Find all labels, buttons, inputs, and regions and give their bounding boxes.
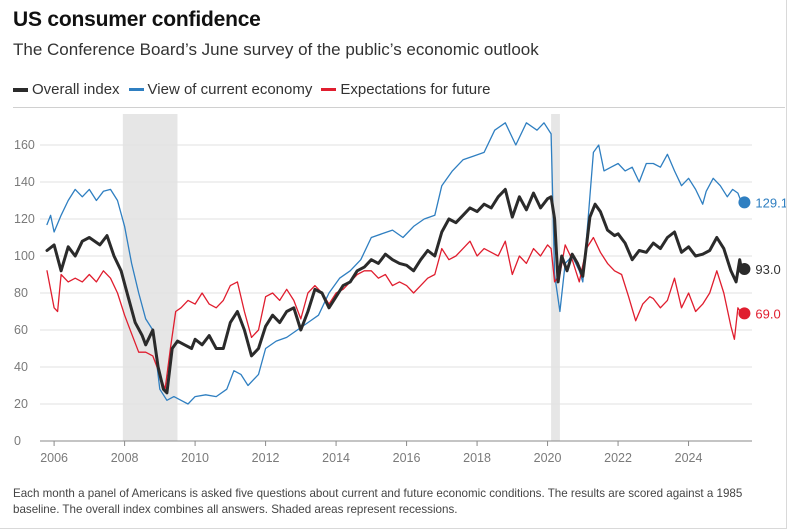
y-tick-label: 120 [14, 212, 35, 226]
legend-swatch-expectations [321, 88, 337, 91]
line-chart: 0 20 40 60 80 100 120 140 160 2006 2008 2010 2012 201… [14, 114, 786, 465]
recession-band [122, 114, 178, 441]
legend-label-current: View of current economy [147, 81, 313, 98]
y-tick-label: 20 [14, 397, 28, 411]
y-tick-label: 40 [14, 360, 28, 374]
legend-swatch-current [128, 88, 144, 91]
x-tick-label: 2006 [40, 451, 68, 465]
x-tick-label: 2018 [463, 451, 491, 465]
x-tick-label: 2014 [322, 451, 350, 465]
x-tick-label: 2024 [675, 451, 703, 465]
legend-label-expectations: Expectations for future [340, 81, 491, 98]
legend-item-expectations: Expectations for future [321, 81, 490, 98]
series-line-overall [45, 187, 743, 395]
chart-title: US consumer confidence [13, 8, 261, 31]
x-tick-label: 2022 [604, 451, 632, 465]
header-divider [13, 107, 785, 108]
x-tick-label: 2012 [252, 451, 280, 465]
series-line-current [46, 122, 743, 405]
end-label-overall: 93.0 [755, 262, 780, 277]
chart-frame [0, 0, 787, 529]
end-marker-expectations [738, 307, 751, 320]
y-tick-label: 80 [14, 286, 28, 300]
end-label-current: 129.1 [755, 195, 786, 210]
y-tick-label: 140 [14, 175, 35, 189]
x-tick-label: 2008 [111, 451, 139, 465]
legend-swatch-overall [13, 87, 28, 92]
x-tick-label: 2016 [393, 451, 421, 465]
y-tick-label: 60 [14, 323, 28, 337]
legend-item-current: View of current economy [128, 81, 313, 98]
y-tick-label: 100 [14, 249, 35, 263]
y-tick-label: 0 [14, 434, 21, 448]
chart-legend: Overall index View of current economy Ex… [13, 81, 499, 98]
chart-subtitle: The Conference Board’s June survey of th… [13, 40, 539, 59]
legend-label-overall: Overall index [32, 81, 120, 98]
end-marker-overall [738, 262, 751, 275]
y-tick-label: 160 [14, 138, 35, 152]
end-label-expectations: 69.0 [755, 306, 780, 321]
legend-item-overall: Overall index [13, 81, 120, 98]
chart-footnote: Each month a panel of Americans is asked… [13, 487, 743, 516]
end-marker-current [738, 196, 751, 209]
x-tick-label: 2010 [181, 451, 209, 465]
x-tick-label: 2020 [534, 451, 562, 465]
